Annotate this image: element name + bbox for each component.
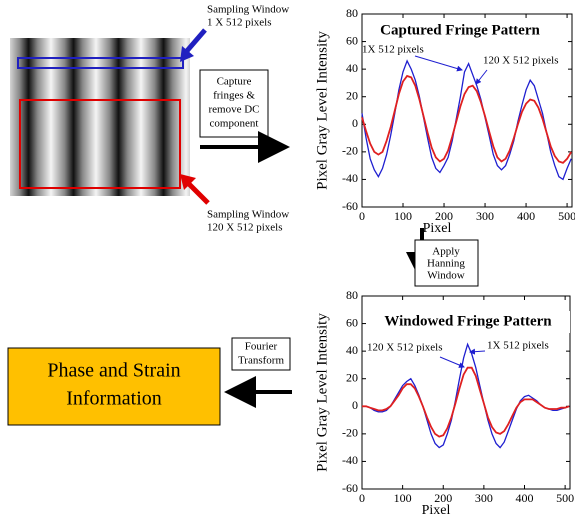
fringe-image: [10, 38, 190, 196]
bottom-window: [19, 99, 181, 189]
y-tick-label: 60: [346, 33, 358, 47]
label: Fourier: [245, 341, 278, 353]
chart-title: Windowed Fringe Pattern: [384, 313, 552, 329]
label-arrow: [439, 356, 465, 368]
y-tick-label: -40: [342, 171, 358, 185]
x-tick-label: 0: [359, 491, 365, 505]
y-tick-label: 80: [346, 288, 358, 302]
series-line: [362, 342, 570, 449]
label: Hanning: [427, 258, 465, 270]
x-tick-label: 500: [558, 209, 575, 223]
x-tick-label: 100: [394, 491, 412, 505]
label: Information: [66, 388, 162, 410]
label: Sampling Window: [207, 209, 289, 221]
series-label: 1X 512 pixels: [487, 340, 549, 352]
x-tick-label: 200: [434, 491, 452, 505]
y-tick-label: 0: [352, 116, 358, 130]
y-tick-label: -40: [342, 453, 358, 467]
arrowhead: [180, 46, 194, 62]
series-label: 120 X 512 pixels: [483, 55, 558, 67]
label: 1 X 512 pixels: [207, 17, 271, 29]
top-window: [17, 57, 184, 69]
x-tick-label: 400: [517, 209, 535, 223]
chart-title: Captured Fringe Pattern: [380, 22, 540, 38]
label-arrow: [414, 55, 463, 72]
y-tick-label: 20: [346, 88, 358, 102]
label: Transform: [238, 355, 284, 367]
label: Sampling Window: [207, 4, 289, 16]
x-tick-label: 400: [516, 491, 534, 505]
title-bg: [366, 311, 570, 333]
y-axis-label: Pixel Gray Level Intensity: [314, 313, 330, 472]
x-tick-label: 200: [435, 209, 453, 223]
arrowhead: [180, 174, 196, 190]
label: Phase and Strain: [47, 360, 180, 382]
label-arrow: [469, 348, 486, 355]
y-axis-label: Pixel Gray Level Intensity: [314, 31, 330, 190]
label: 120 X 512 pixels: [207, 222, 282, 234]
label: remove DC: [208, 104, 259, 116]
series-label: 120 X 512 pixels: [367, 342, 442, 354]
label: Window: [427, 270, 464, 282]
series-line: [361, 74, 572, 164]
x-tick-label: 300: [476, 209, 494, 223]
label: Capture: [217, 76, 252, 88]
x-axis-label: Pixel: [422, 503, 451, 518]
result-box: [7, 347, 221, 426]
y-tick-label: 40: [346, 61, 358, 75]
y-tick-label: -20: [342, 144, 358, 158]
y-tick-label: 60: [346, 315, 358, 329]
y-tick-label: -20: [342, 426, 358, 440]
capture-box: [199, 69, 269, 138]
x-tick-label: 0: [359, 209, 365, 223]
x-tick-label: 100: [394, 209, 412, 223]
series-label: 1X 512 pixels: [362, 44, 424, 56]
fourier-box: [231, 337, 291, 371]
y-tick-label: -60: [342, 199, 358, 213]
plot-area: [361, 13, 573, 208]
label-arrow: [475, 69, 488, 85]
arrow: [184, 28, 207, 54]
y-tick-label: 40: [346, 343, 358, 357]
y-tick-label: 0: [352, 398, 358, 412]
label: fringes &: [213, 90, 255, 102]
y-tick-label: 20: [346, 370, 358, 384]
x-tick-label: 300: [475, 491, 493, 505]
arrow: [186, 181, 210, 205]
series-line: [362, 366, 570, 438]
x-tick-label: 500: [556, 491, 574, 505]
label: component: [210, 118, 259, 130]
y-tick-label: -60: [342, 481, 358, 495]
label: Apply: [432, 246, 460, 258]
x-axis-label: Pixel: [423, 221, 452, 236]
y-tick-label: 80: [346, 6, 358, 20]
hanning-box: [414, 239, 479, 287]
